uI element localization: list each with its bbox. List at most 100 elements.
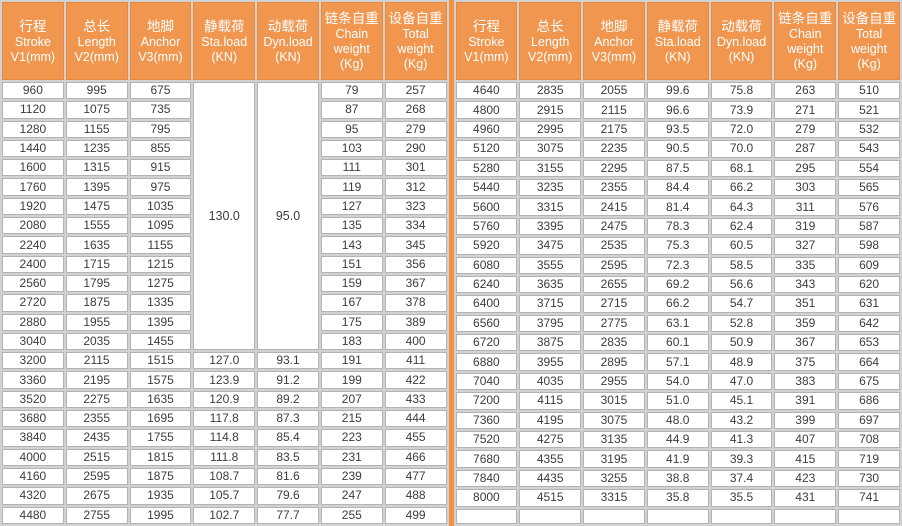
- table-row: 7520 4275 3135 44.9 41.3 407 708: [455, 431, 900, 449]
- table-cell: 1935: [129, 487, 192, 505]
- column-header-line: (Kg): [857, 57, 881, 71]
- table-cell: 135: [320, 217, 383, 235]
- table-cell: 2715: [583, 295, 645, 313]
- table-cell: 1695: [129, 410, 192, 428]
- table-cell: 1875: [129, 467, 192, 486]
- table-row: 6240 3635 2655 69.2 56.6 343 620: [455, 275, 900, 294]
- table-cell: 72.3: [646, 256, 709, 274]
- table-cell: 70.0: [710, 140, 773, 158]
- table-cell: 3395: [519, 217, 582, 236]
- table-cell: 77.7: [257, 506, 319, 524]
- table-cell: 1920: [2, 197, 64, 216]
- table-cell: 4035: [519, 372, 582, 391]
- table-row: 4800 2915 2115 96.6 73.9 271 521: [455, 101, 900, 119]
- table-cell: [455, 508, 518, 524]
- table-cell: 554: [838, 159, 900, 177]
- column-header-line: Length: [531, 34, 570, 49]
- table-cell: 108.7: [193, 467, 256, 486]
- table-cell: 127: [320, 197, 383, 216]
- table-cell: 2560: [2, 274, 64, 293]
- table-cell: 271: [774, 101, 837, 119]
- table-cell: 105.7: [193, 487, 256, 505]
- table-cell: 855: [129, 139, 192, 158]
- table-cell: 3955: [519, 353, 582, 371]
- table-cell: 6560: [455, 314, 518, 333]
- table-cell: 44.9: [646, 431, 709, 449]
- table-cell: 6240: [455, 275, 518, 294]
- table-cell: 7360: [455, 411, 518, 430]
- table-row: 1760 1395 975 119 312: [2, 178, 447, 196]
- table-cell: 399: [774, 411, 837, 430]
- table-cell: 1120: [2, 101, 64, 119]
- column-header-line: 动载荷: [721, 18, 762, 34]
- table-cell: 1275: [129, 274, 192, 293]
- table-cell: 367: [384, 274, 447, 293]
- table-cell: 151: [320, 255, 383, 273]
- table-cell: 2675: [65, 487, 128, 505]
- column-header-line: (Kg): [339, 57, 364, 71]
- table-cell: 1215: [129, 255, 192, 273]
- table-cell: 4355: [519, 450, 582, 468]
- column-header-line: (Kg): [403, 57, 428, 71]
- table-cell: 68.1: [710, 159, 773, 177]
- table-cell: 103: [320, 139, 383, 158]
- table-cell: 2355: [583, 178, 645, 197]
- table-cell: 1440: [2, 139, 64, 158]
- table-cell: 444: [384, 410, 447, 428]
- table-cell: 3255: [583, 469, 645, 488]
- table-cell: 1715: [65, 255, 128, 273]
- table-cell: 719: [838, 450, 900, 468]
- table-cell: 93.5: [646, 120, 709, 139]
- table-cell: 351: [774, 295, 837, 313]
- table-cell: 1095: [129, 217, 192, 235]
- table-cell: 3360: [2, 371, 64, 389]
- table-cell: 323: [384, 197, 447, 216]
- table-cell: 5600: [455, 198, 518, 216]
- table-cell: 576: [838, 198, 900, 216]
- column-header: 静载荷 Sta.load (KN): [646, 2, 709, 80]
- table-cell: 4195: [519, 411, 582, 430]
- table-row: 2880 1955 1395 175 389: [2, 313, 447, 331]
- table-cell: 58.5: [710, 256, 773, 274]
- column-header-line: 链条自重: [324, 11, 379, 26]
- table-cell: 2955: [583, 372, 645, 391]
- table-cell: 66.2: [710, 178, 773, 197]
- column-header-line: Chain: [335, 27, 369, 41]
- column-header-line: 总长: [83, 18, 111, 34]
- table-cell: 7200: [455, 392, 518, 410]
- column-header-line: V1(mm): [10, 49, 56, 64]
- table-cell: 2535: [583, 237, 645, 255]
- table-cell: 66.2: [646, 295, 709, 313]
- table-cell: 383: [774, 372, 837, 391]
- table-cell: 3155: [519, 159, 582, 177]
- table-row: 1120 1075 735 87 268: [2, 101, 447, 119]
- table-cell: 356: [384, 255, 447, 273]
- table-cell: 411: [384, 352, 447, 370]
- column-header-line: 链条自重: [778, 11, 833, 26]
- column-header-line: Total: [402, 27, 429, 41]
- table-cell: 143: [320, 236, 383, 254]
- column-header-line: (KN): [275, 49, 301, 64]
- table-row: 6560 3795 2775 63.1 52.8 359 642: [455, 314, 900, 333]
- table-cell: 3520: [2, 390, 64, 409]
- table-cell: 111: [320, 159, 383, 177]
- column-header-line: 设备自重: [388, 11, 443, 26]
- table-cell: 2775: [583, 314, 645, 333]
- table-cell: 1760: [2, 178, 64, 196]
- table-row: 7040 4035 2955 54.0 47.0 383 675: [455, 372, 900, 391]
- table-cell: 1035: [129, 197, 192, 216]
- spec-table-right: 行程 Stroke V1(mm) 总长 Length V2(mm) 地脚 Anchor V3(m…: [454, 0, 902, 526]
- column-header-line: weight: [333, 42, 370, 56]
- table-row: 960 995 675 130.0 95.0 79 257: [2, 82, 447, 351]
- table-cell: 2055: [583, 82, 645, 100]
- table-cell: 343: [774, 275, 837, 294]
- table-cell: 2115: [583, 101, 645, 119]
- table-cell: 407: [774, 431, 837, 449]
- table-row: 1920 1475 1035 127 323: [2, 197, 447, 216]
- table-cell: 1335: [129, 294, 192, 312]
- table-cell: 455: [384, 429, 447, 447]
- table-cell: 69.2: [646, 275, 709, 294]
- table-cell: 79: [320, 82, 383, 100]
- table-row: 2400 1715 1215 151 356: [2, 255, 447, 273]
- table-cell: 45.1: [710, 392, 773, 410]
